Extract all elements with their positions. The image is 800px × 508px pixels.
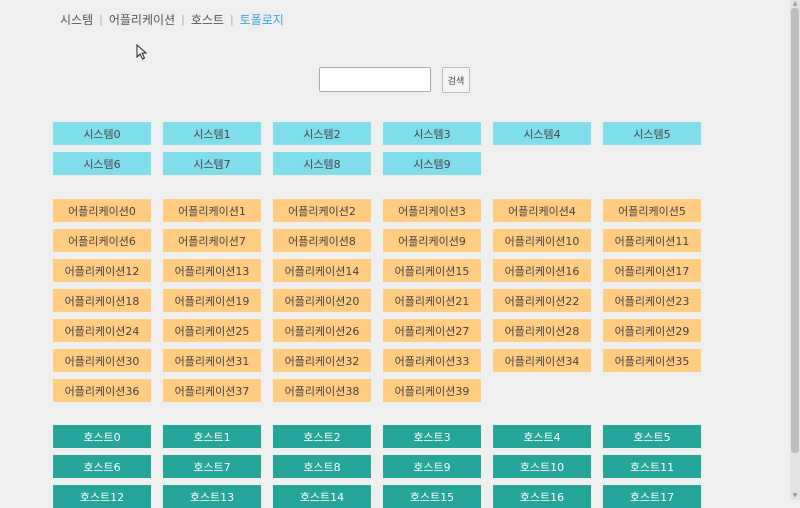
application-node[interactable]: 어플리케이션21 [383,289,481,312]
application-node[interactable]: 어플리케이션29 [603,319,701,342]
application-node[interactable]: 어플리케이션26 [273,319,371,342]
host-node-group: 호스트0 호스트1 호스트2 호스트3 호스트4 호스트5 호스트6 호스트7 호스트8 호스트9… [53,425,733,508]
host-node[interactable]: 호스트5 [603,425,701,448]
system-node[interactable]: 시스템6 [53,152,151,175]
application-node[interactable]: 어플리케이션9 [383,229,481,252]
application-node[interactable]: 어플리케이션36 [53,379,151,402]
system-node[interactable]: 시스템1 [163,122,261,145]
nav-separator: | [181,12,185,26]
scroll-down-arrow-icon[interactable]: ▼ [792,492,798,499]
system-node[interactable]: 시스템8 [273,152,371,175]
system-node[interactable]: 시스템4 [493,122,591,145]
host-node[interactable]: 호스트9 [383,455,481,478]
application-node[interactable]: 어플리케이션16 [493,259,591,282]
application-node[interactable]: 어플리케이션3 [383,199,481,222]
application-node[interactable]: 어플리케이션12 [53,259,151,282]
host-node[interactable]: 호스트16 [493,485,591,508]
application-node[interactable]: 어플리케이션28 [493,319,591,342]
application-node[interactable]: 어플리케이션18 [53,289,151,312]
scroll-thumb[interactable] [791,8,799,453]
tab-topology[interactable]: 토폴로지 [239,12,284,27]
application-node[interactable]: 어플리케이션35 [603,349,701,372]
application-node[interactable]: 어플리케이션19 [163,289,261,312]
system-node-group: 시스템0 시스템1 시스템2 시스템3 시스템4 시스템5 시스템6 시스템7 시스템8 시스템9 [53,122,733,175]
host-node[interactable]: 호스트13 [163,485,261,508]
application-node[interactable]: 어플리케이션38 [273,379,371,402]
search-button[interactable]: 검색 [442,67,470,93]
application-node-group: 어플리케이션0 어플리케이션1 어플리케이션2 어플리케이션3 어플리케이션4 어플리케이… [53,199,733,402]
nav-separator: | [229,12,234,26]
host-node[interactable]: 호스트4 [493,425,591,448]
application-node[interactable]: 어플리케이션14 [273,259,371,282]
system-node[interactable]: 시스템0 [53,122,151,145]
mouse-pointer-icon [136,44,148,60]
application-node[interactable]: 어플리케이션10 [493,229,591,252]
application-node[interactable]: 어플리케이션2 [273,199,371,222]
system-node[interactable]: 시스템9 [383,152,481,175]
application-node[interactable]: 어플리케이션0 [53,199,151,222]
tab-application[interactable]: 어플리케이션 [108,12,176,27]
application-node[interactable]: 어플리케이션33 [383,349,481,372]
host-node[interactable]: 호스트2 [273,425,371,448]
system-node[interactable]: 시스템2 [273,122,371,145]
application-node[interactable]: 어플리케이션4 [493,199,591,222]
search-input[interactable] [319,67,431,92]
application-node[interactable]: 어플리케이션1 [163,199,261,222]
vertical-scrollbar[interactable]: ▲ ▼ [790,0,800,500]
application-node[interactable]: 어플리케이션5 [603,199,701,222]
system-node[interactable]: 시스템5 [603,122,701,145]
host-node[interactable]: 호스트1 [163,425,261,448]
tab-system[interactable]: 시스템 [60,12,94,27]
application-node[interactable]: 어플리케이션17 [603,259,701,282]
application-node[interactable]: 어플리케이션24 [53,319,151,342]
host-node[interactable]: 호스트7 [163,455,261,478]
application-node[interactable]: 어플리케이션39 [383,379,481,402]
application-node[interactable]: 어플리케이션22 [493,289,591,312]
application-node[interactable]: 어플리케이션25 [163,319,261,342]
application-node[interactable]: 어플리케이션15 [383,259,481,282]
system-node[interactable]: 시스템3 [383,122,481,145]
application-node[interactable]: 어플리케이션30 [53,349,151,372]
application-node[interactable]: 어플리케이션34 [493,349,591,372]
nav-separator: | [99,12,103,26]
application-node[interactable]: 어플리케이션23 [603,289,701,312]
system-node[interactable]: 시스템7 [163,152,261,175]
host-node[interactable]: 호스트6 [53,455,151,478]
host-node[interactable]: 호스트14 [273,485,371,508]
tab-host[interactable]: 호스트 [190,12,224,27]
host-node[interactable]: 호스트0 [53,425,151,448]
application-node[interactable]: 어플리케이션27 [383,319,481,342]
host-node[interactable]: 호스트17 [603,485,701,508]
host-node[interactable]: 호스트11 [603,455,701,478]
application-node[interactable]: 어플리케이션11 [603,229,701,252]
application-node[interactable]: 어플리케이션37 [163,379,261,402]
application-node[interactable]: 어플리케이션8 [273,229,371,252]
scroll-up-arrow-icon[interactable]: ▲ [792,0,798,7]
application-node[interactable]: 어플리케이션13 [163,259,261,282]
host-node[interactable]: 호스트10 [493,455,591,478]
application-node[interactable]: 어플리케이션20 [273,289,371,312]
host-node[interactable]: 호스트8 [273,455,371,478]
application-node[interactable]: 어플리케이션7 [163,229,261,252]
host-node[interactable]: 호스트3 [383,425,481,448]
host-node[interactable]: 호스트15 [383,485,481,508]
application-node[interactable]: 어플리케이션6 [53,229,151,252]
top-nav: 시스템 | 어플리케이션 | 호스트 | 토폴로지 [60,10,284,28]
host-node[interactable]: 호스트12 [53,485,151,508]
application-node[interactable]: 어플리케이션31 [163,349,261,372]
application-node[interactable]: 어플리케이션32 [273,349,371,372]
